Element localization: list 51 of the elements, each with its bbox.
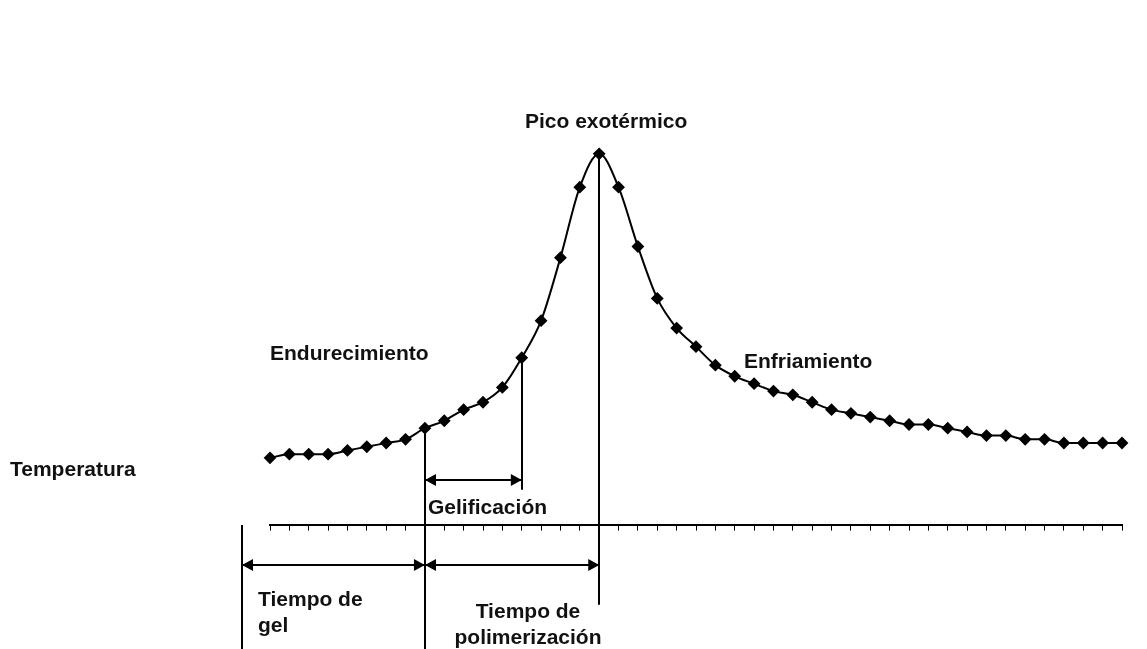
point bbox=[883, 414, 896, 427]
point bbox=[864, 411, 877, 424]
point bbox=[767, 385, 780, 398]
point bbox=[283, 448, 296, 461]
point bbox=[961, 425, 974, 438]
point bbox=[554, 251, 567, 264]
point bbox=[593, 147, 606, 160]
point bbox=[922, 418, 935, 431]
point bbox=[302, 448, 315, 461]
annotation: Enfriamiento bbox=[744, 348, 873, 374]
point bbox=[418, 422, 431, 435]
point bbox=[264, 451, 276, 464]
point bbox=[651, 292, 664, 305]
point bbox=[496, 381, 509, 394]
point bbox=[825, 403, 838, 416]
point bbox=[728, 370, 741, 383]
point bbox=[1057, 437, 1070, 450]
point bbox=[573, 181, 586, 194]
text: Tiempo de polimerización bbox=[453, 598, 603, 649]
text: Pico exotérmico bbox=[525, 108, 688, 134]
point bbox=[1077, 437, 1090, 450]
point bbox=[670, 322, 683, 335]
text: Tiempo de gel bbox=[258, 586, 364, 638]
point bbox=[399, 433, 412, 446]
annotation: Gelificación bbox=[428, 494, 548, 520]
point bbox=[903, 418, 915, 431]
annotation: Endurecimiento bbox=[270, 340, 429, 366]
point bbox=[941, 422, 954, 435]
point bbox=[535, 314, 548, 327]
point bbox=[612, 181, 625, 194]
point bbox=[380, 437, 393, 450]
point bbox=[748, 377, 761, 390]
text: Temperatura bbox=[10, 456, 136, 482]
point bbox=[631, 240, 644, 253]
point bbox=[980, 429, 993, 442]
point bbox=[786, 388, 799, 401]
point bbox=[709, 359, 722, 372]
point bbox=[806, 396, 819, 409]
point bbox=[690, 340, 702, 353]
point bbox=[438, 414, 451, 427]
point bbox=[477, 396, 489, 409]
point bbox=[1038, 433, 1051, 446]
point bbox=[1116, 437, 1128, 450]
point bbox=[1096, 437, 1109, 450]
point bbox=[322, 448, 335, 461]
point bbox=[341, 444, 354, 457]
point bbox=[844, 407, 857, 420]
point bbox=[999, 429, 1012, 442]
point bbox=[1019, 433, 1032, 446]
point bbox=[360, 440, 373, 453]
point bbox=[457, 403, 470, 416]
